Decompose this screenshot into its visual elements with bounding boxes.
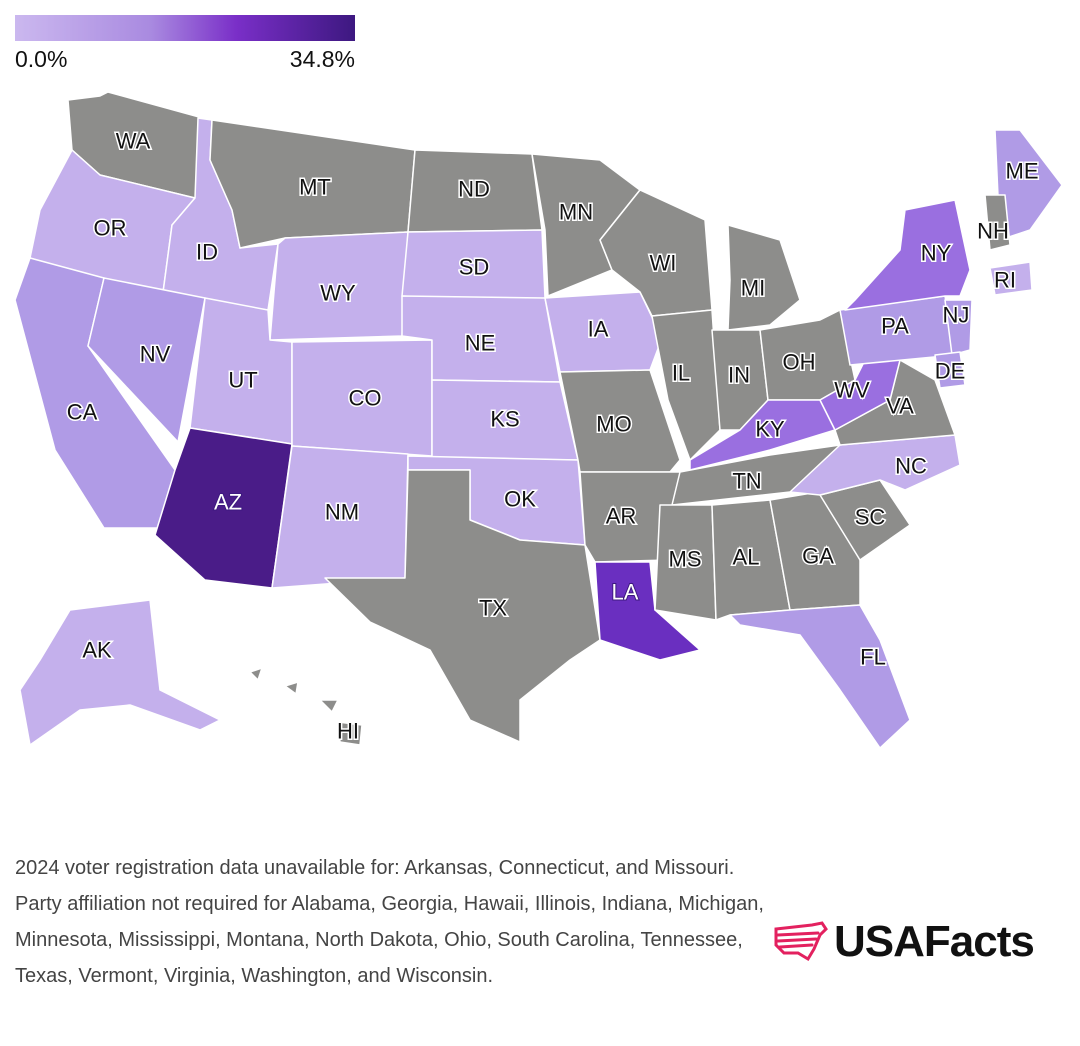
- us-choropleth-map: WA OR CA ID NV MT WY UT AZ CO NM ND SD NE KS OK TX MN IA MO…: [14, 91, 1063, 749]
- state-label-mi: MI: [741, 276, 765, 301]
- state-label-ky: KY: [755, 417, 785, 442]
- state-mi: [727, 224, 801, 331]
- state-label-ri: RI: [994, 268, 1016, 293]
- state-label-al: AL: [733, 545, 760, 570]
- state-label-ak: AK: [82, 638, 112, 663]
- state-la: [594, 561, 701, 661]
- usafacts-flag-map-icon: [774, 921, 828, 962]
- state-label-ny: NY: [921, 241, 952, 266]
- state-label-wa: WA: [116, 129, 151, 154]
- state-label-in: IN: [728, 363, 750, 388]
- state-label-mt: MT: [299, 175, 331, 200]
- state-label-mn: MN: [559, 200, 593, 225]
- state-label-tx: TX: [479, 596, 507, 621]
- state-label-me: ME: [1006, 159, 1039, 184]
- state-label-wv: WV: [834, 378, 870, 403]
- state-de: [934, 351, 966, 389]
- legend-max-label: 34.8%: [289, 46, 355, 72]
- state-label-nd: ND: [458, 177, 490, 202]
- state-label-hi: HI: [337, 719, 359, 744]
- state-ak: [19, 599, 221, 746]
- state-label-nj: NJ: [943, 303, 970, 328]
- legend-min-label: 0.0%: [15, 46, 68, 72]
- state-il: [651, 309, 721, 461]
- state-label-ut: UT: [228, 368, 257, 393]
- state-ny: [844, 199, 971, 311]
- state-label-az: AZ: [214, 490, 242, 515]
- state-label-ca: CA: [67, 400, 98, 425]
- state-label-wy: WY: [320, 281, 356, 306]
- state-ri: [989, 261, 1033, 296]
- state-label-or: OR: [94, 216, 127, 241]
- state-label-ks: KS: [490, 407, 519, 432]
- legend-color-scale: [15, 15, 355, 41]
- state-nh: [984, 194, 1011, 251]
- state-label-nm: NM: [325, 500, 359, 525]
- state-ia: [544, 291, 663, 373]
- state-label-la: LA: [612, 580, 639, 605]
- state-fl: [729, 604, 911, 749]
- state-label-oh: OH: [783, 350, 816, 375]
- state-nj: [944, 299, 973, 356]
- state-label-pa: PA: [881, 314, 909, 339]
- state-nv: [87, 277, 206, 443]
- state-label-tn: TN: [732, 469, 761, 494]
- footnote: 2024 voter registration data unavailable…: [15, 857, 764, 987]
- logo-text: USAFacts: [834, 917, 1035, 966]
- state-label-sd: SD: [459, 255, 490, 280]
- state-label-id: ID: [196, 240, 218, 265]
- state-label-co: CO: [349, 386, 382, 411]
- state-label-nc: NC: [895, 454, 927, 479]
- state-wy: [269, 231, 409, 341]
- state-label-il: IL: [672, 361, 690, 386]
- state-label-mo: MO: [596, 412, 631, 437]
- state-label-nv: NV: [140, 342, 171, 367]
- state-label-sc: SC: [855, 505, 886, 530]
- state-ar: [579, 471, 681, 563]
- state-label-wi: WI: [650, 251, 677, 276]
- state-label-ne: NE: [465, 331, 496, 356]
- state-label-va: VA: [886, 394, 914, 419]
- state-label-de: DE: [935, 359, 966, 384]
- state-hi: [249, 667, 363, 746]
- state-label-ga: GA: [802, 544, 834, 569]
- state-label-ar: AR: [606, 504, 637, 529]
- state-label-ms: MS: [669, 547, 702, 572]
- state-label-ok: OK: [504, 487, 536, 512]
- state-label-fl: FL: [860, 645, 886, 670]
- usafacts-logo: USAFacts: [772, 915, 1072, 969]
- state-tx: [324, 469, 601, 743]
- state-label-ia: IA: [588, 317, 609, 342]
- state-label-nh: NH: [977, 219, 1009, 244]
